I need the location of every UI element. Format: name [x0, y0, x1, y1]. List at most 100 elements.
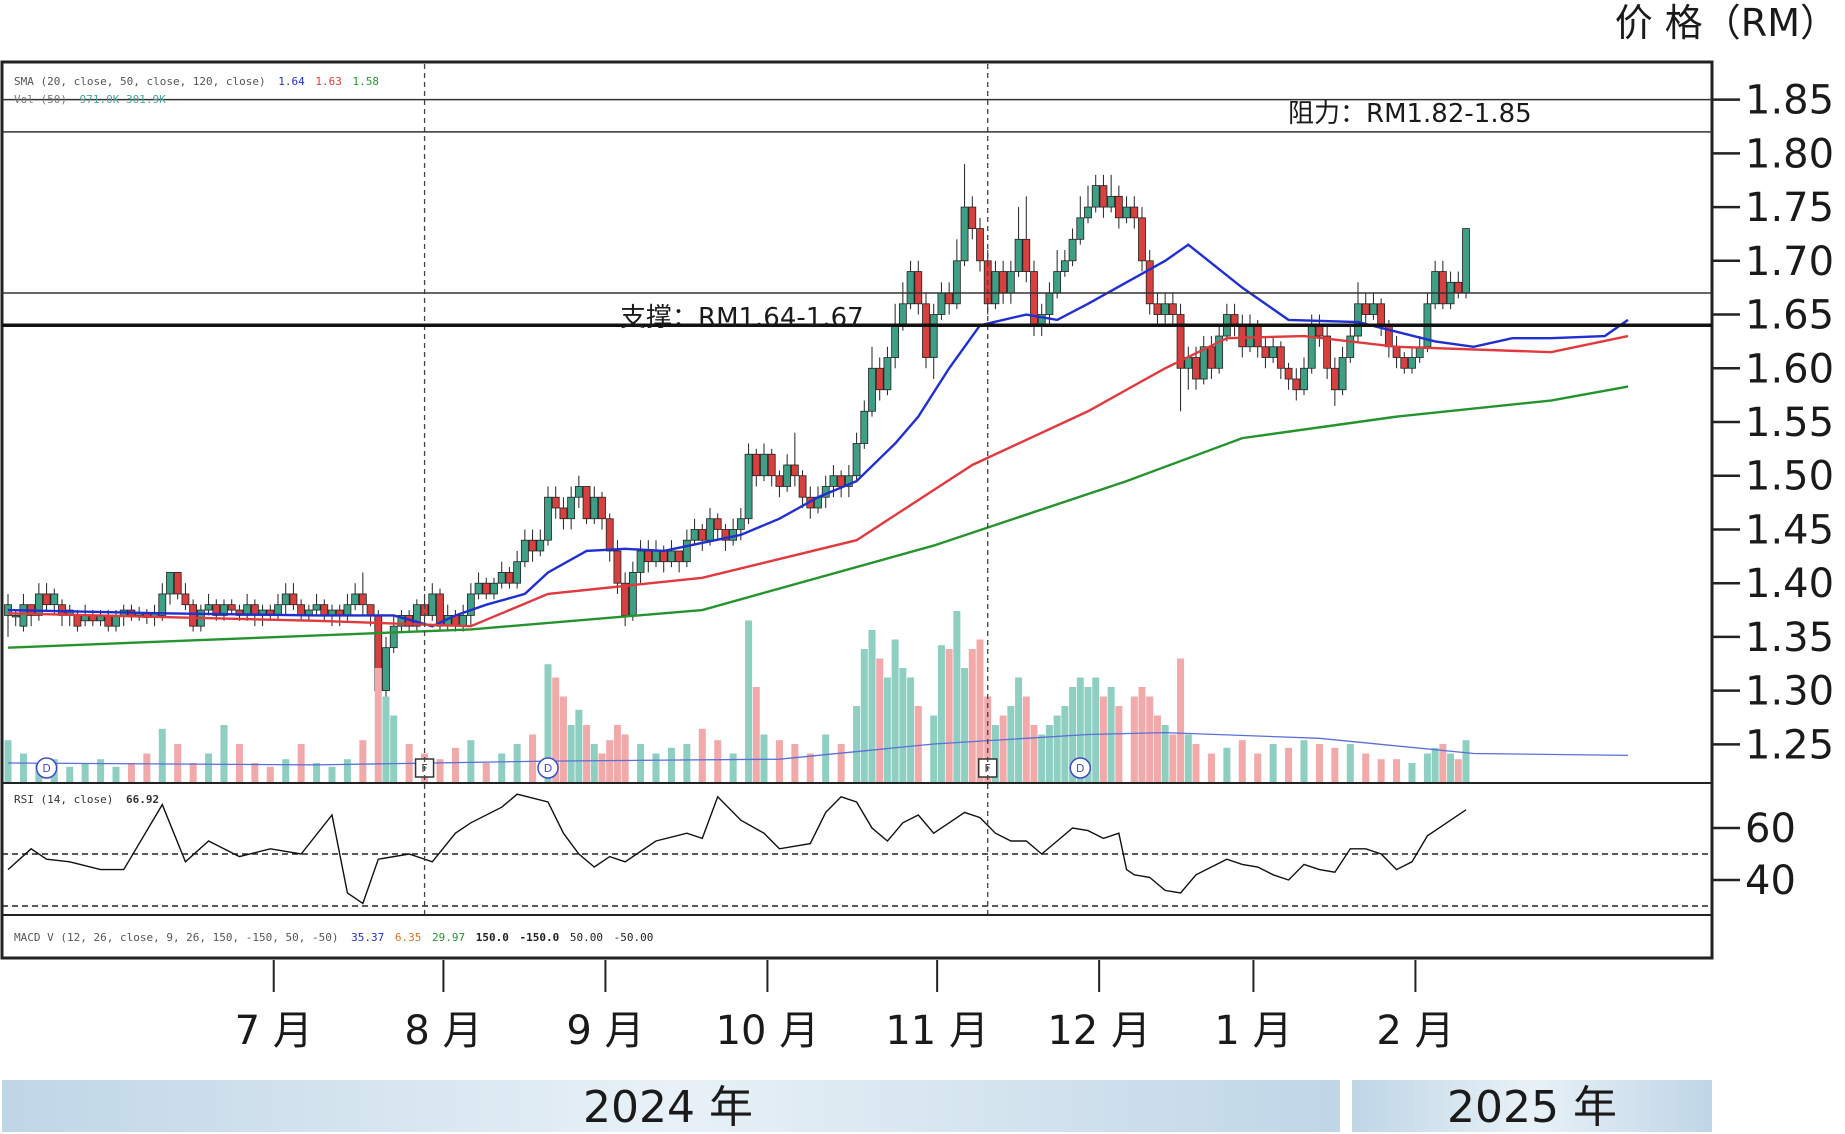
candle-body	[366, 604, 375, 616]
candle-body	[682, 539, 691, 563]
volume-bar	[652, 753, 660, 782]
candle-body	[706, 518, 714, 541]
candle-body	[1192, 357, 1200, 380]
candle-body	[166, 572, 174, 595]
candle-body	[1114, 195, 1123, 219]
rsi-tick-label: 60	[1745, 806, 1796, 852]
candle-body	[783, 464, 792, 487]
candle-body	[1138, 217, 1146, 262]
candle-body	[158, 593, 167, 616]
volume-bar	[1462, 740, 1470, 782]
candle-body	[968, 206, 977, 229]
candle-body	[875, 367, 884, 391]
candle-body	[798, 475, 807, 498]
month-label: 8 月	[404, 1008, 482, 1054]
volume-bar	[498, 753, 506, 782]
volume-bar	[174, 744, 182, 782]
year-label-2025: 2025 年	[1447, 1082, 1617, 1133]
candle-body	[1122, 206, 1131, 219]
volume-bar	[1346, 744, 1354, 782]
volume-bar	[1045, 725, 1053, 782]
volume-bar	[868, 630, 876, 782]
candle-body	[34, 593, 43, 616]
candle-body	[1068, 238, 1077, 262]
rsi-line	[7, 793, 1467, 905]
price-axis: 1.85 1.80 1.75 1.70 1.65 1.60 1.55 1.50 1.45 1.40…	[1712, 78, 1834, 768]
candle-body	[945, 292, 954, 305]
volume-bar	[853, 706, 861, 782]
candle-body	[698, 529, 707, 541]
candle-body	[883, 357, 892, 391]
volume-bar	[313, 763, 321, 782]
candle-body	[752, 453, 761, 477]
volume-bar	[745, 620, 753, 782]
volume-bar	[467, 740, 475, 782]
volume-bar	[1115, 706, 1123, 782]
volume-bar	[621, 734, 629, 782]
candle-body	[991, 271, 1000, 305]
volume-bar	[1177, 658, 1185, 782]
candle-body	[852, 443, 861, 477]
candle-body	[1438, 271, 1447, 305]
candle-body	[42, 593, 51, 606]
volume-bar	[968, 649, 976, 782]
candle-body	[844, 475, 853, 487]
price-tick-label: 1.40	[1745, 561, 1834, 607]
price-tick-label: 1.30	[1745, 669, 1834, 715]
macd-legend: MACD V (12, 26, close, 9, 26, 150, -150,…	[14, 931, 653, 944]
volume-bar	[729, 753, 737, 782]
volume-bar	[613, 725, 621, 782]
dividend-marker	[1069, 757, 1092, 779]
sma-legend: SMA (20, close, 50, close, 120, close) 1…	[14, 75, 379, 88]
volume-bar	[1238, 740, 1246, 782]
rsi-tick-label: 40	[1745, 858, 1796, 904]
volume-bar	[1161, 725, 1169, 782]
candle-body	[1408, 357, 1416, 369]
volume-bar	[937, 645, 945, 782]
volume-bar	[282, 759, 290, 782]
volume-bar	[220, 725, 228, 782]
candle-body	[1361, 303, 1370, 315]
candle-body	[1292, 378, 1301, 391]
candle-body	[1261, 346, 1270, 358]
volume-bar	[698, 728, 706, 782]
candle-body	[1153, 303, 1162, 315]
candle-body	[1091, 185, 1100, 208]
price-tick-label: 1.70	[1745, 239, 1834, 285]
candle-body	[590, 496, 599, 520]
volume-bar	[1447, 753, 1455, 782]
candle-body	[1330, 367, 1339, 391]
candle-body	[551, 496, 560, 509]
candle-body	[227, 604, 236, 611]
candle-body	[613, 550, 622, 584]
candle-body	[1022, 238, 1031, 272]
volume-bar	[961, 668, 969, 782]
volume-ma-line	[7, 731, 1629, 766]
candle-body	[952, 260, 961, 305]
volume-bar	[752, 687, 760, 782]
volume-bar	[883, 677, 891, 782]
chart-frame	[0, 60, 1714, 960]
volume-bar	[999, 715, 1007, 782]
candle-body	[1253, 324, 1262, 348]
candle-body	[1346, 335, 1355, 358]
volume-bar	[66, 766, 74, 782]
candle-body	[466, 593, 475, 616]
candle-body	[1238, 324, 1247, 348]
candle-body	[204, 604, 213, 611]
candle-body	[1276, 346, 1285, 369]
volume-bar	[1431, 747, 1439, 782]
candle-body	[929, 314, 938, 358]
candle-body	[621, 582, 630, 616]
candle-body	[520, 539, 529, 563]
candle-body	[220, 604, 228, 616]
month-label: 11 月	[885, 1008, 989, 1054]
levels-layer	[2, 64, 1712, 916]
volume-bar	[1223, 747, 1231, 782]
volume-bar	[899, 668, 907, 782]
candle-body	[713, 518, 722, 530]
candle-body	[906, 271, 915, 305]
candle-body	[1377, 303, 1386, 326]
volume-bar	[251, 763, 259, 782]
volume-bar	[19, 753, 27, 782]
